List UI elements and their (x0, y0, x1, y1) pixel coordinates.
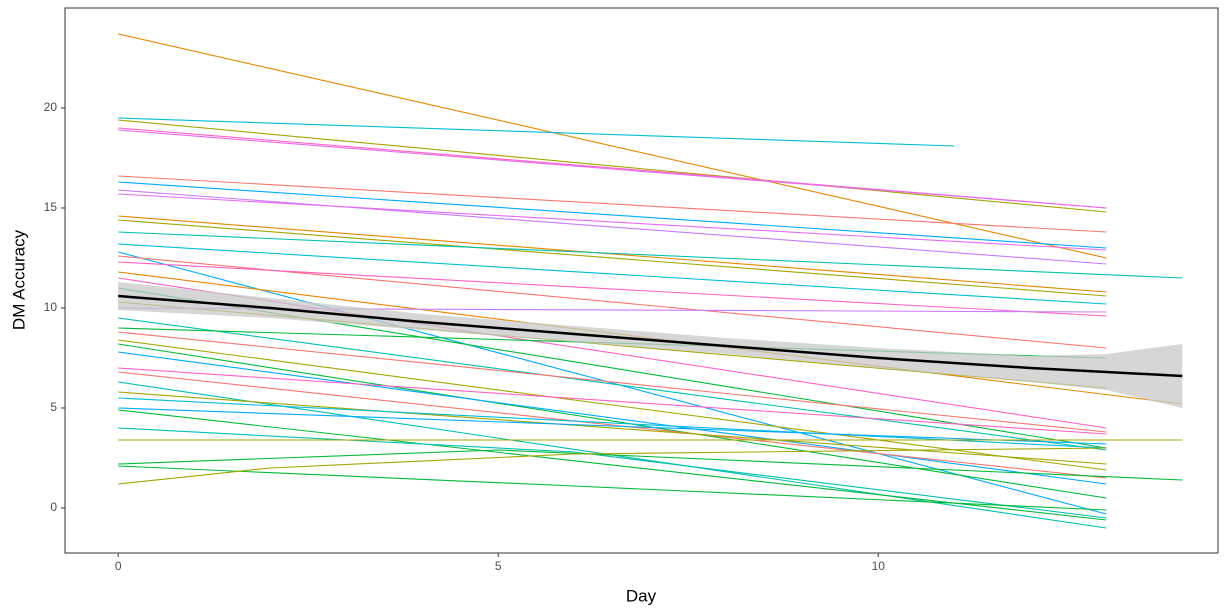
subject-line (118, 215, 1107, 293)
subject-line (118, 427, 1107, 519)
subject-line (118, 251, 1107, 515)
subject-line (118, 343, 1107, 499)
subject-line (118, 465, 1107, 511)
subject-line (118, 351, 1107, 485)
y-tick-label: 10 (44, 300, 58, 314)
x-tick-label: 0 (115, 559, 122, 573)
y-tick-label: 0 (50, 500, 57, 514)
y-tick-label: 15 (44, 200, 58, 214)
subject-line (118, 371, 1107, 479)
subject-line (118, 231, 1183, 279)
subject-line (118, 391, 1107, 465)
subject-line (118, 193, 1107, 251)
subject-line (118, 189, 1107, 265)
confidence-band (118, 282, 1183, 408)
subject-line (118, 33, 1107, 259)
subject-line (118, 117, 955, 147)
subject-line (118, 219, 1107, 297)
subject-line (118, 367, 1107, 435)
x-axis-title: Day (626, 586, 657, 605)
subject-line (118, 407, 1107, 445)
y-tick-label: 5 (50, 400, 57, 414)
subject-line (118, 331, 1107, 433)
plot-border (64, 7, 1219, 554)
subject-line (118, 261, 1107, 317)
subject-line (118, 447, 1107, 485)
subject-line (118, 175, 1107, 233)
x-tick-label: 10 (872, 559, 886, 573)
subject-line (118, 181, 1107, 249)
subject-line (118, 129, 1107, 209)
subject-line (118, 409, 1107, 521)
x-tick-label: 5 (495, 559, 502, 573)
subject-line (118, 119, 1107, 213)
subject-line (118, 339, 1107, 471)
subject-line (118, 243, 1107, 305)
subject-line (118, 449, 1183, 481)
y-axis-title: DM Accuracy (9, 229, 28, 330)
subject-line (118, 317, 1107, 451)
y-tick-label: 20 (44, 100, 58, 114)
mean-trend-line (118, 294, 1183, 378)
